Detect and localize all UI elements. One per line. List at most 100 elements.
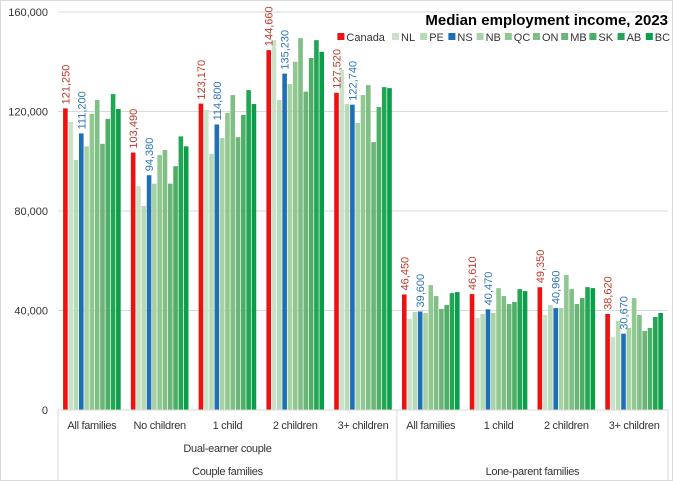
legend-item-nl: NL bbox=[392, 32, 415, 44]
bar-canada bbox=[63, 108, 68, 410]
bar-mb bbox=[303, 91, 309, 410]
legend-label: NS bbox=[457, 32, 472, 44]
bar-ns bbox=[485, 309, 491, 410]
bar-ab bbox=[517, 289, 523, 410]
bar-nl bbox=[203, 110, 209, 410]
data-label: 30,670 bbox=[619, 296, 631, 330]
legend-label: QC bbox=[514, 32, 531, 44]
bar-on bbox=[637, 314, 642, 410]
bar-sk bbox=[444, 305, 449, 410]
bar-sk bbox=[579, 298, 585, 410]
legend-swatch bbox=[645, 33, 653, 40]
bar-nl bbox=[271, 40, 277, 410]
legend-swatch bbox=[476, 33, 484, 40]
bar-pe bbox=[615, 320, 621, 410]
bar-pe bbox=[209, 153, 214, 410]
legend-item-ns: NS bbox=[448, 32, 473, 44]
bar-ns bbox=[553, 308, 559, 410]
data-label: 121,250 bbox=[60, 65, 72, 105]
bar-ab bbox=[178, 136, 184, 410]
bar-on bbox=[569, 289, 574, 410]
bar-qc bbox=[225, 112, 230, 411]
legend-item-nb: NB bbox=[476, 32, 501, 44]
bar-on bbox=[501, 296, 507, 410]
bar-nb bbox=[423, 312, 428, 410]
y-tick-label: 80,000 bbox=[14, 206, 48, 218]
bar-sk bbox=[241, 114, 246, 411]
bar-pe bbox=[548, 305, 553, 410]
legend-label: NL bbox=[401, 32, 415, 44]
bar-canada bbox=[469, 294, 475, 410]
data-label: 46,610 bbox=[467, 256, 479, 290]
data-label: 114,800 bbox=[212, 81, 224, 120]
bar-qc bbox=[360, 95, 366, 411]
bar-mb bbox=[167, 183, 173, 410]
legend-label: MB bbox=[570, 32, 587, 44]
data-label: 135,230 bbox=[280, 30, 292, 70]
category-label: 2 children bbox=[273, 420, 318, 432]
bar-nl bbox=[339, 69, 345, 411]
data-label: 122,740 bbox=[347, 61, 359, 101]
category-label: 2 children bbox=[544, 420, 589, 432]
bar-qc bbox=[292, 61, 298, 410]
data-label: 144,660 bbox=[264, 6, 276, 46]
y-tick-label: 120,000 bbox=[8, 107, 48, 119]
bar-ab bbox=[110, 94, 116, 411]
bar-canada bbox=[334, 92, 339, 410]
bar-sk bbox=[647, 327, 653, 410]
bar-mb bbox=[371, 142, 376, 410]
legend-item-mb: MB bbox=[561, 32, 587, 44]
bar-canada bbox=[605, 313, 610, 410]
bar-bc bbox=[522, 291, 528, 410]
bar-nb bbox=[490, 312, 496, 410]
bar-ns bbox=[78, 133, 84, 410]
bar-ns bbox=[214, 124, 220, 410]
bar-bc bbox=[387, 88, 392, 411]
bar-on bbox=[298, 38, 303, 411]
data-label: 40,960 bbox=[551, 270, 563, 304]
legend-label: ON bbox=[542, 32, 559, 44]
bar-canada bbox=[537, 287, 543, 410]
category-label: 1 child bbox=[213, 420, 243, 432]
legend-item-on: ON bbox=[533, 32, 559, 44]
bar-qc bbox=[496, 288, 501, 410]
bar-bc bbox=[658, 312, 663, 410]
bar-nb bbox=[152, 183, 157, 410]
legend-swatch bbox=[448, 33, 456, 40]
legend-item-qc: QC bbox=[504, 32, 531, 44]
bar-ns bbox=[146, 175, 152, 410]
bar-bc bbox=[590, 288, 596, 410]
bar-ns bbox=[621, 333, 626, 410]
data-label: 49,350 bbox=[535, 250, 547, 284]
bar-nl bbox=[610, 337, 616, 410]
category-label: 3+ children bbox=[338, 420, 389, 432]
bar-on bbox=[94, 100, 100, 411]
bar-nl bbox=[542, 314, 548, 410]
bar-nb bbox=[84, 146, 89, 410]
bar-canada bbox=[130, 152, 136, 411]
bar-canada bbox=[198, 103, 204, 410]
data-label: 38,620 bbox=[603, 276, 615, 310]
data-label: 111,200 bbox=[76, 91, 88, 129]
legend-swatch bbox=[420, 33, 428, 40]
bar-nl bbox=[136, 186, 141, 410]
bar-nb bbox=[558, 308, 564, 410]
data-label: 39,600 bbox=[415, 274, 427, 308]
category-label: 3+ children bbox=[609, 420, 660, 432]
bar-qc bbox=[157, 155, 162, 410]
bar-ab bbox=[314, 40, 319, 410]
bar-bc bbox=[183, 146, 189, 410]
bar-bc bbox=[319, 51, 325, 411]
bar-nl bbox=[407, 318, 412, 410]
chart-title: Median employment income, 2023 bbox=[425, 12, 668, 29]
legend-item-canada: Canada bbox=[337, 32, 386, 44]
data-label: 94,380 bbox=[144, 138, 156, 172]
bar-ab bbox=[653, 316, 658, 410]
bar-nb bbox=[626, 327, 632, 410]
bar-bc bbox=[251, 104, 257, 410]
legend-swatch bbox=[561, 33, 569, 40]
group-label: Lone-parent families bbox=[486, 466, 580, 478]
legend-swatch bbox=[504, 33, 512, 40]
bar-mb bbox=[439, 309, 444, 410]
